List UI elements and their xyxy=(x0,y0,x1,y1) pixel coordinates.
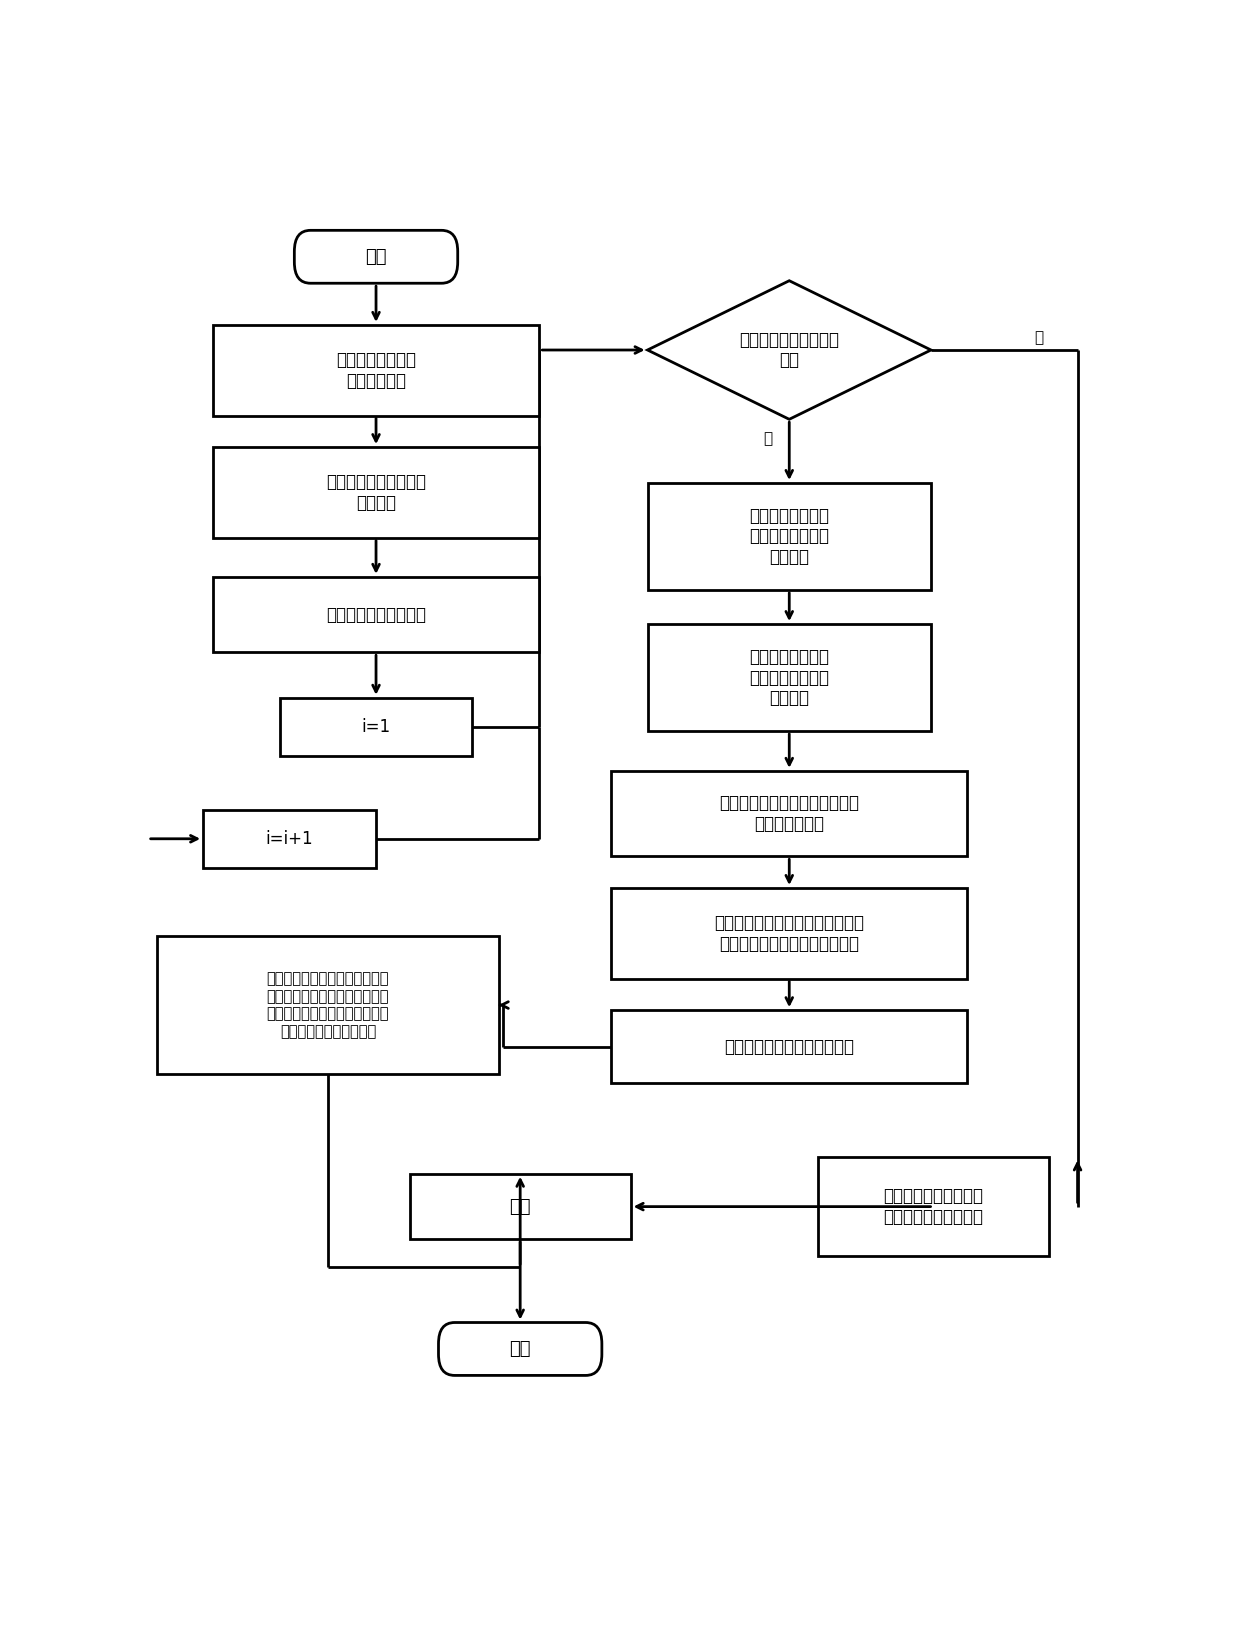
FancyBboxPatch shape xyxy=(647,483,931,591)
FancyBboxPatch shape xyxy=(213,447,539,538)
Text: 排序: 排序 xyxy=(510,1198,531,1216)
Text: i=1: i=1 xyxy=(362,718,391,736)
FancyBboxPatch shape xyxy=(294,231,458,283)
Text: 根据作物物候期的气象
数据划分: 根据作物物候期的气象 数据划分 xyxy=(326,473,427,512)
FancyBboxPatch shape xyxy=(611,771,967,856)
Text: 是: 是 xyxy=(1034,330,1044,345)
FancyBboxPatch shape xyxy=(611,888,967,978)
Polygon shape xyxy=(647,281,931,419)
FancyBboxPatch shape xyxy=(818,1158,1049,1256)
FancyBboxPatch shape xyxy=(611,1009,967,1083)
Text: 否: 否 xyxy=(764,430,773,445)
FancyBboxPatch shape xyxy=(213,578,539,653)
Text: 气象、物候期实测
基础数据准备: 气象、物候期实测 基础数据准备 xyxy=(336,350,417,389)
Text: 混合加权各气象变量序列距离: 混合加权各气象变量序列距离 xyxy=(724,1037,854,1055)
Text: 历史气象数据是否计算
完毕: 历史气象数据是否计算 完毕 xyxy=(739,330,839,370)
FancyBboxPatch shape xyxy=(213,326,539,416)
Text: 动态规划算法计算新组成的目标
年份与历史年份气象数据序列之
间距离矩阵的最短路径，计算最
短路径，取平均给出打分: 动态规划算法计算新组成的目标 年份与历史年份气象数据序列之 间距离矩阵的最短路径… xyxy=(267,972,389,1039)
Text: 使用形态系数公式计算各序列对
应点之间的距离: 使用形态系数公式计算各序列对 应点之间的距离 xyxy=(719,793,859,833)
Text: 开始: 开始 xyxy=(366,247,387,265)
FancyBboxPatch shape xyxy=(280,697,472,756)
FancyBboxPatch shape xyxy=(409,1175,631,1240)
FancyBboxPatch shape xyxy=(647,623,931,731)
Text: 计算目标年份与历
史年份气象数据的
二阶导数: 计算目标年份与历 史年份气象数据的 二阶导数 xyxy=(749,648,830,707)
Text: 输出目标年份与历史年
份气象数据距离打分表: 输出目标年份与历史年 份气象数据距离打分表 xyxy=(883,1188,983,1225)
Text: i=i+1: i=i+1 xyxy=(265,829,314,847)
Text: 确定目标年份气象数据: 确定目标年份气象数据 xyxy=(326,605,427,623)
FancyBboxPatch shape xyxy=(157,936,498,1075)
FancyBboxPatch shape xyxy=(203,810,376,867)
Text: 结束: 结束 xyxy=(510,1340,531,1358)
Text: 计算目标年份与历
史年份气象数据的
一阶导数: 计算目标年份与历 史年份气象数据的 一阶导数 xyxy=(749,507,830,566)
FancyBboxPatch shape xyxy=(439,1322,601,1376)
Text: 混合加权原始值序列之间、一级梯
度之间以及二级梯度之间的距离: 混合加权原始值序列之间、一级梯 度之间以及二级梯度之间的距离 xyxy=(714,915,864,952)
